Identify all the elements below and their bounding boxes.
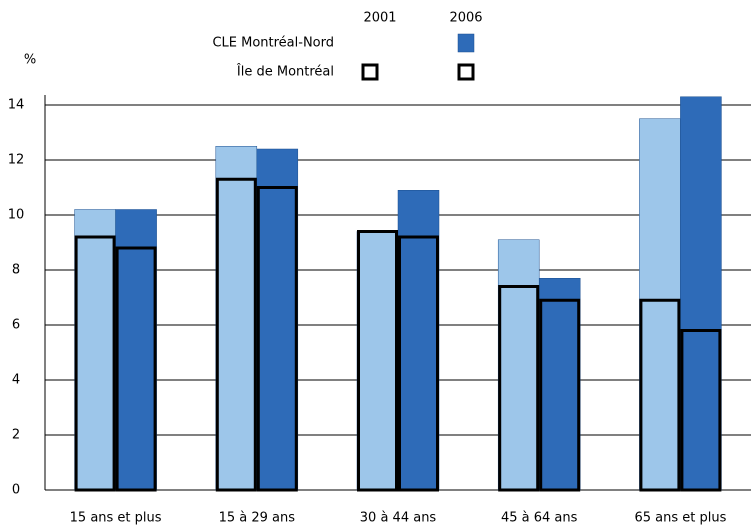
bar bbox=[497, 239, 540, 491]
legend-swatch bbox=[361, 63, 379, 81]
y-tick-label: 10 bbox=[8, 208, 25, 223]
bar bbox=[680, 96, 722, 491]
legend-row: Île de Montréal bbox=[236, 64, 334, 80]
outline-bar bbox=[498, 285, 540, 492]
y-tick-label: 14 bbox=[8, 98, 25, 113]
legend-swatch bbox=[457, 33, 475, 53]
y-tick-label: 0 bbox=[12, 483, 20, 498]
x-tick-label: 15 à 29 ans bbox=[219, 511, 296, 526]
bar bbox=[639, 118, 681, 491]
y-tick-label: 8 bbox=[12, 263, 20, 278]
outline-bar bbox=[398, 235, 439, 492]
legend-column: 2001 bbox=[363, 11, 396, 26]
y-tick-label: 4 bbox=[12, 373, 20, 388]
outline-bar bbox=[215, 177, 257, 492]
bar bbox=[74, 209, 116, 491]
y-tick-label: 12 bbox=[8, 153, 25, 168]
bar bbox=[397, 190, 440, 491]
outline-bar bbox=[639, 298, 681, 492]
x-tick-label: 15 ans et plus bbox=[70, 511, 162, 526]
legend-column: 2006 bbox=[449, 11, 482, 26]
bar bbox=[256, 148, 299, 491]
outline-bar bbox=[539, 298, 581, 492]
y-tick-label: 2 bbox=[12, 428, 20, 443]
x-tick-label: 45 à 64 ans bbox=[501, 511, 578, 526]
legend-row: CLE Montréal-Nord bbox=[212, 36, 334, 51]
y-tick-label: 6 bbox=[12, 318, 20, 333]
bar bbox=[356, 231, 399, 491]
bar bbox=[215, 146, 258, 491]
x-tick-label: 30 à 44 ans bbox=[360, 511, 437, 526]
outline-bar bbox=[357, 230, 398, 492]
legend-swatch bbox=[457, 63, 475, 81]
outline-bar bbox=[680, 329, 722, 492]
x-tick-label: 65 ans et plus bbox=[634, 511, 726, 526]
outline-bar bbox=[256, 186, 298, 492]
bar bbox=[538, 278, 581, 491]
y-axis-label: % bbox=[24, 53, 36, 68]
bar bbox=[115, 209, 157, 491]
outline-bar bbox=[115, 246, 157, 492]
outline-bar bbox=[74, 235, 116, 492]
